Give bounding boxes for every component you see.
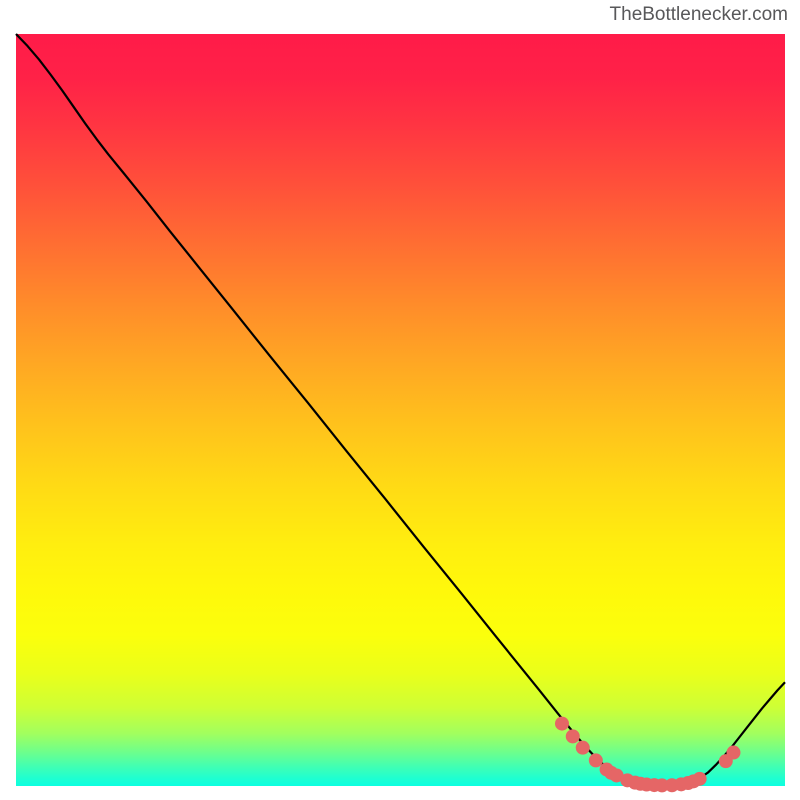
data-marker [693, 772, 707, 786]
data-marker [566, 729, 580, 743]
data-marker [589, 753, 603, 767]
data-marker [555, 717, 569, 731]
data-marker [576, 741, 590, 755]
data-marker [726, 746, 740, 760]
chart-svg [0, 0, 800, 800]
plot-background [16, 34, 785, 786]
bottleneck-chart: TheBottlenecker.com [0, 0, 800, 800]
